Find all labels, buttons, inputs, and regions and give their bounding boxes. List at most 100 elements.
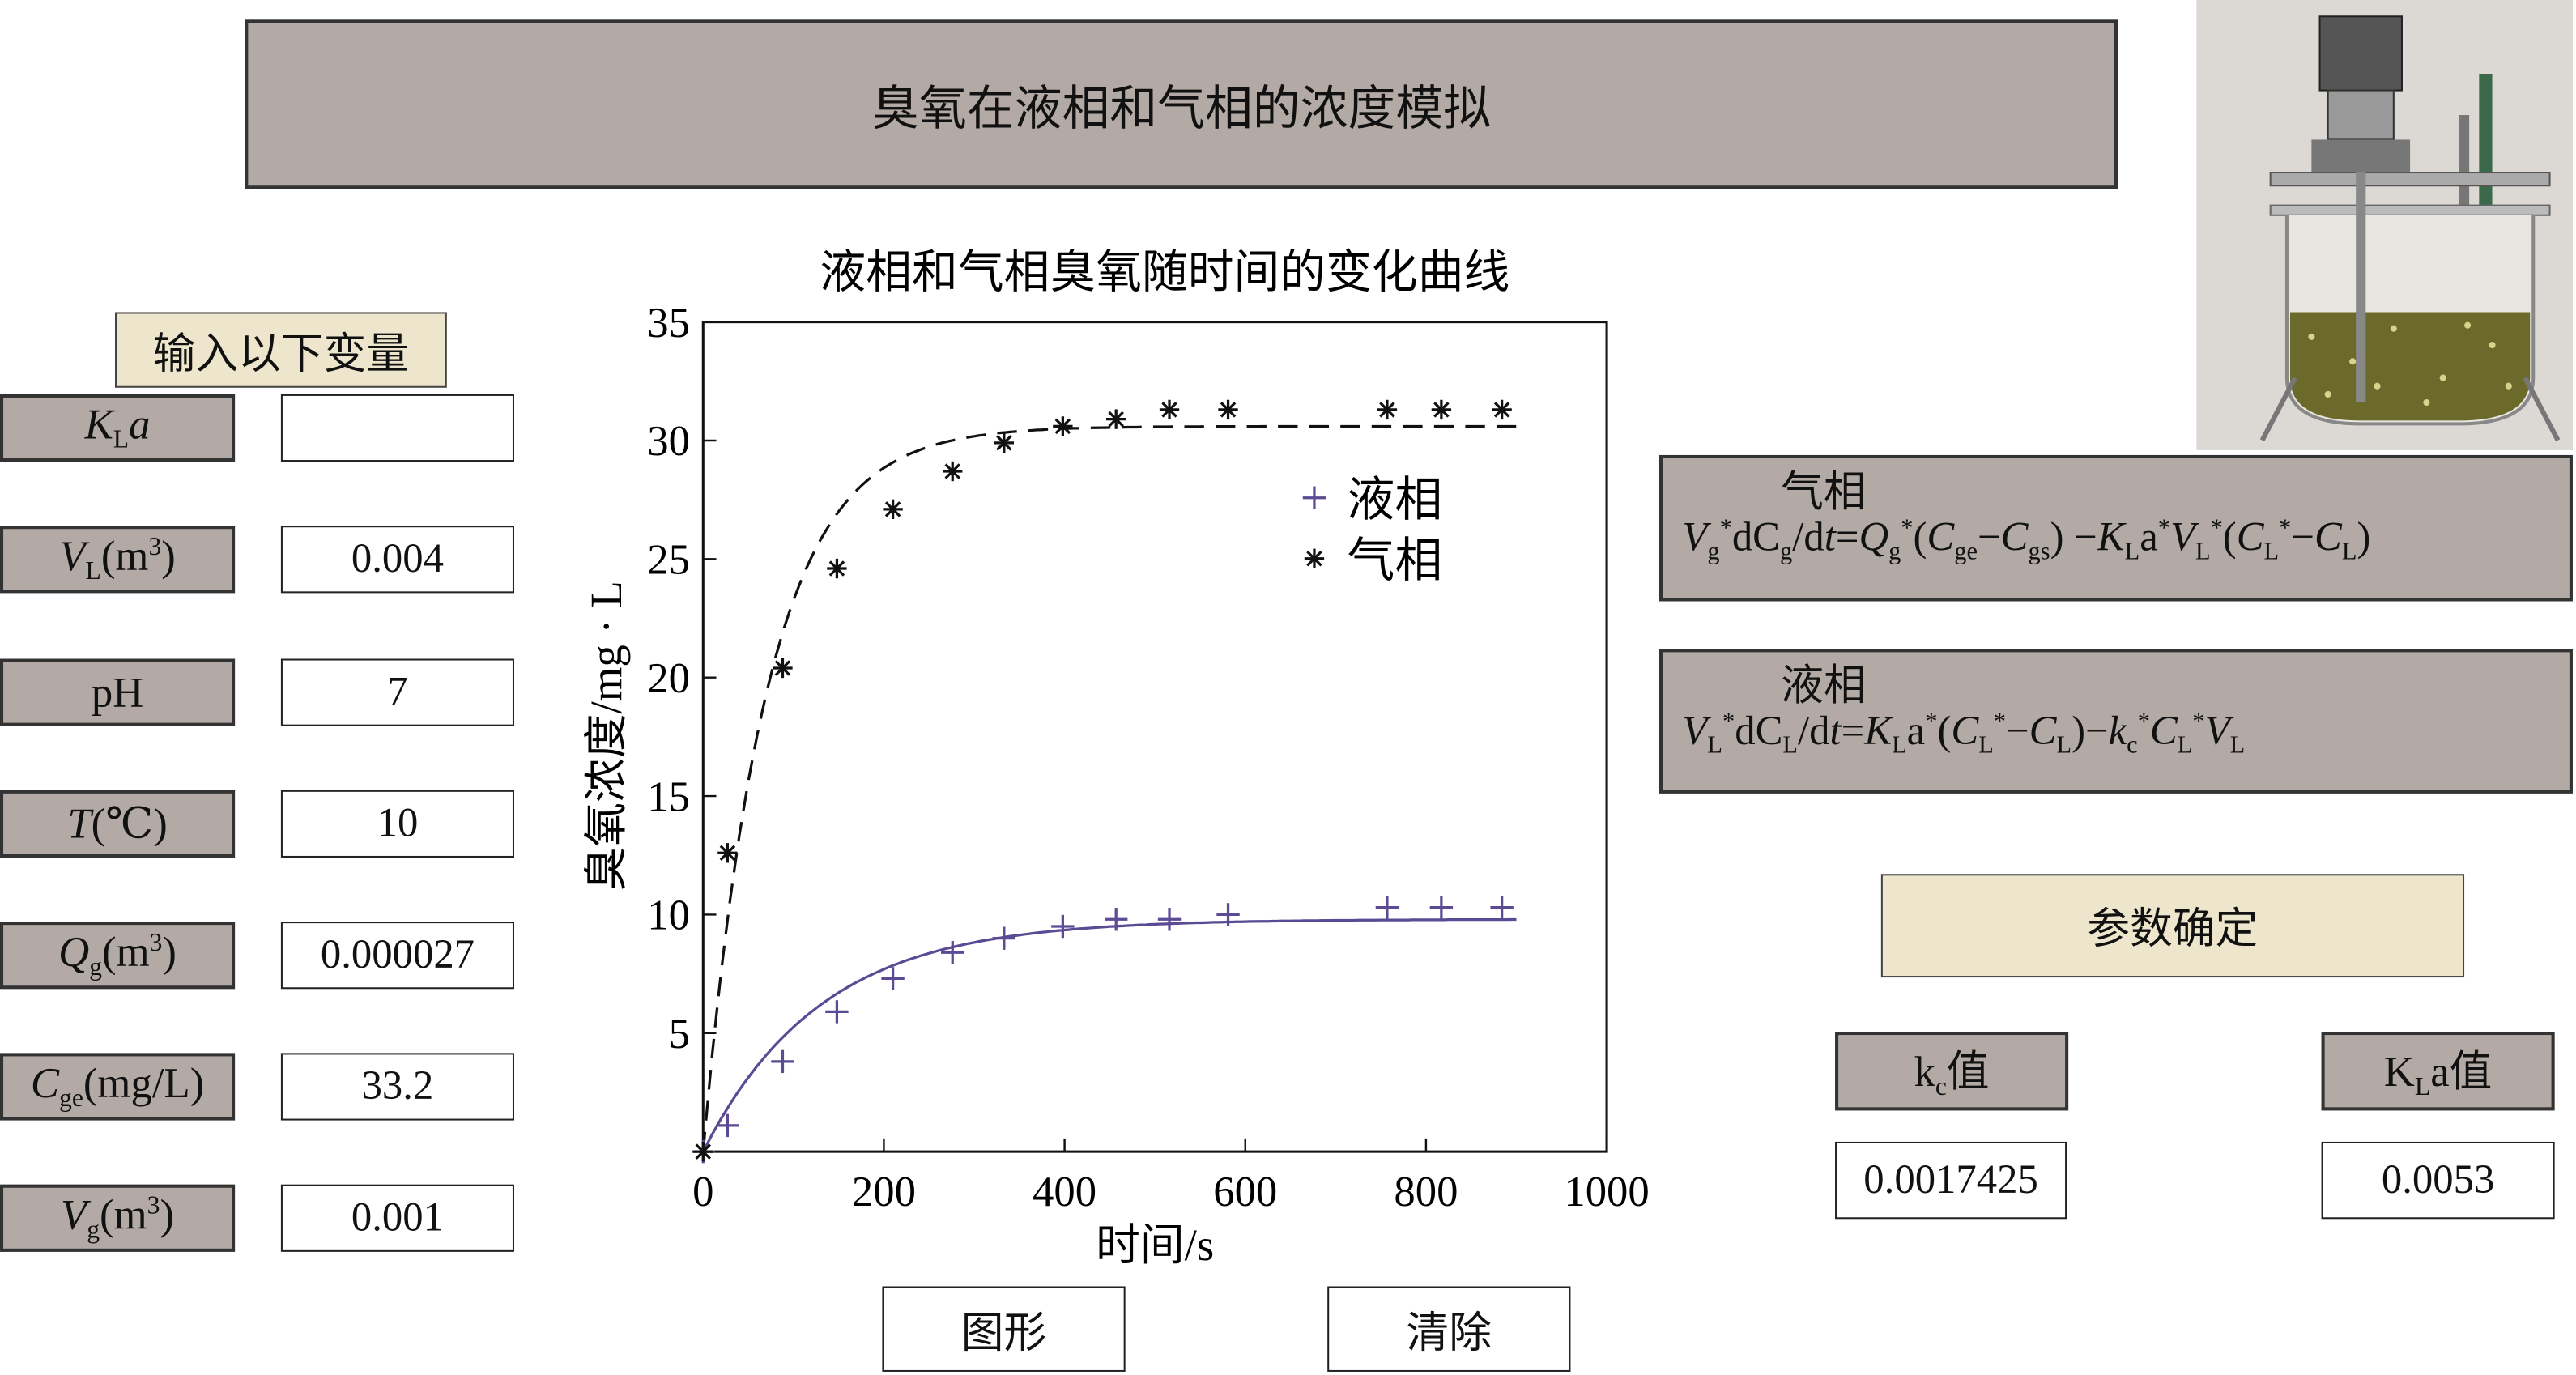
equation-subscript: c [2127, 733, 2138, 760]
equation-term: V [1682, 516, 1708, 560]
input-label-text: Cge(mg/L) [31, 1059, 204, 1114]
equation-subscript: L [2341, 539, 2357, 566]
liquid-data-point [1216, 903, 1240, 926]
input-value: 0.000027 [320, 932, 475, 977]
symbol: K [84, 400, 113, 449]
equation-term: Q [1859, 516, 1889, 560]
x-tick-label: 0 [692, 1169, 713, 1215]
subscript: L [113, 425, 130, 454]
equation-subscript: ge [1954, 539, 1978, 566]
equation-subscript: g [1888, 539, 1901, 566]
input-label-text: Qg(m3) [58, 928, 177, 983]
equation-subscript: L [2056, 733, 2072, 760]
equation-term: K [1864, 709, 1893, 755]
equation-term: t [1829, 709, 1842, 755]
equation-term: K [2097, 516, 2125, 560]
input-field-1[interactable]: 0.004 [280, 526, 514, 594]
liquid-data-point [825, 1000, 849, 1024]
plot-button-label: 图形 [960, 1308, 1047, 1356]
gas-phase-equation-panel: 气相 Vg*dCg/dt=Qg*(Cge−Cgs) −KLa*VL*(CL*−C… [1658, 454, 2573, 602]
subscript: g [89, 953, 103, 981]
app-title-banner: 臭氧在液相和气相的浓度模拟 [245, 19, 2118, 189]
gas-data-point [1159, 399, 1180, 420]
determine-parameters-button[interactable]: 参数确定 [1880, 874, 2465, 978]
x-tick-label: 200 [852, 1169, 916, 1215]
equation-term: C [2149, 709, 2178, 755]
equation-term: C [1951, 709, 1979, 755]
x-tick-label: 600 [1213, 1169, 1277, 1215]
gas-data-point [1053, 416, 1073, 436]
equation-subscript: g [1780, 539, 1793, 566]
liquid-data-point [1490, 896, 1514, 919]
equation-term: C [2029, 709, 2057, 755]
input-label-text: VL(m3) [59, 532, 176, 587]
y-tick-label: 30 [647, 418, 690, 465]
reactor-image [2196, 0, 2573, 450]
input-label-text: pH [92, 668, 143, 717]
kc-label-text: 值 [1946, 1048, 1990, 1096]
equation-subscript: L [2263, 539, 2280, 566]
plot-button[interactable]: 图形 [882, 1286, 1126, 1372]
equation-subscript: L [1978, 733, 1994, 760]
equation-term: = [1835, 516, 1859, 560]
gas-data-point [1106, 409, 1126, 429]
input-field-2[interactable]: 7 [280, 658, 514, 726]
equation-subscript: L [2229, 733, 2246, 760]
x-tick-label: 1000 [1564, 1169, 1649, 1215]
liquid-phase-equation: VL*dCL/dt=KLa*(CL*−CL)−kc*CL*VL [1663, 709, 2570, 760]
clear-button-label: 清除 [1406, 1308, 1492, 1356]
input-label-2: pH [0, 658, 236, 726]
input-label-1: VL(m3) [0, 526, 236, 594]
kla-value: 0.0053 [2381, 1157, 2495, 1202]
gas-data-point [1431, 399, 1452, 420]
equation-term: − [1978, 516, 2001, 560]
symbol: T [67, 798, 92, 847]
equation-subscript: L [1892, 733, 1907, 760]
clear-button[interactable]: 清除 [1327, 1286, 1571, 1372]
liquid-data-point [1051, 914, 1075, 939]
input-field-0[interactable] [280, 394, 514, 462]
y-axis-label: 臭氧浓度/mg · L [581, 581, 631, 891]
kla-subscript: L [2414, 1074, 2431, 1102]
gas-phase-equation: Vg*dCg/dt=Qg*(Cge−Cgs) −KLa*VL*(CL*−CL) [1663, 516, 2570, 567]
equation-subscript: L [2195, 539, 2211, 566]
equation-term: C [2314, 516, 2342, 560]
equation-superscript: * [2192, 709, 2205, 736]
equation-subscript: gs [2028, 539, 2050, 566]
kc-subscript: c [1935, 1074, 1947, 1102]
kla-value-field[interactable]: 0.0053 [2321, 1141, 2555, 1220]
unit: (m [102, 927, 150, 976]
liquid-phase-heading: 液相 [1781, 662, 1867, 710]
equation-subscript: L [2177, 733, 2193, 760]
y-tick-label: 20 [647, 655, 690, 702]
equation-term: C [2000, 516, 2029, 560]
plot-area [701, 321, 1608, 1153]
input-field-4[interactable]: 0.000027 [280, 922, 514, 990]
input-value: 10 [377, 800, 419, 845]
kc-value-field[interactable]: 0.0017425 [1835, 1141, 2067, 1220]
input-field-5[interactable]: 33.2 [280, 1053, 514, 1121]
input-field-3[interactable]: 10 [280, 790, 514, 858]
equation-term: ) − [2050, 516, 2097, 560]
input-label-text: Vg(m3) [61, 1190, 174, 1245]
equation-superscript: * [2157, 516, 2170, 543]
equation-subscript: L [1707, 733, 1722, 760]
gas-data-point [994, 432, 1015, 453]
superscript: 3 [148, 533, 162, 561]
input-field-6[interactable]: 0.001 [280, 1184, 514, 1252]
equation-term: V [2204, 709, 2230, 755]
symbol: pH [91, 667, 144, 716]
fit-curve-0 [701, 917, 1517, 1152]
symbol: V [60, 1190, 87, 1239]
equation-superscript: * [1925, 709, 1938, 736]
y-tick-label: 35 [647, 300, 690, 347]
gas-phase-heading: 气相 [1781, 468, 1867, 517]
kc-symbol: k [1914, 1048, 1935, 1096]
input-label-text: KLa [85, 401, 151, 456]
superscript: 3 [147, 1191, 160, 1220]
liquid-data-point [1157, 908, 1182, 931]
symbol: Q [58, 927, 90, 976]
input-value: 0.001 [351, 1194, 445, 1240]
symbol: C [30, 1059, 60, 1107]
gas-data-point [1218, 399, 1238, 420]
